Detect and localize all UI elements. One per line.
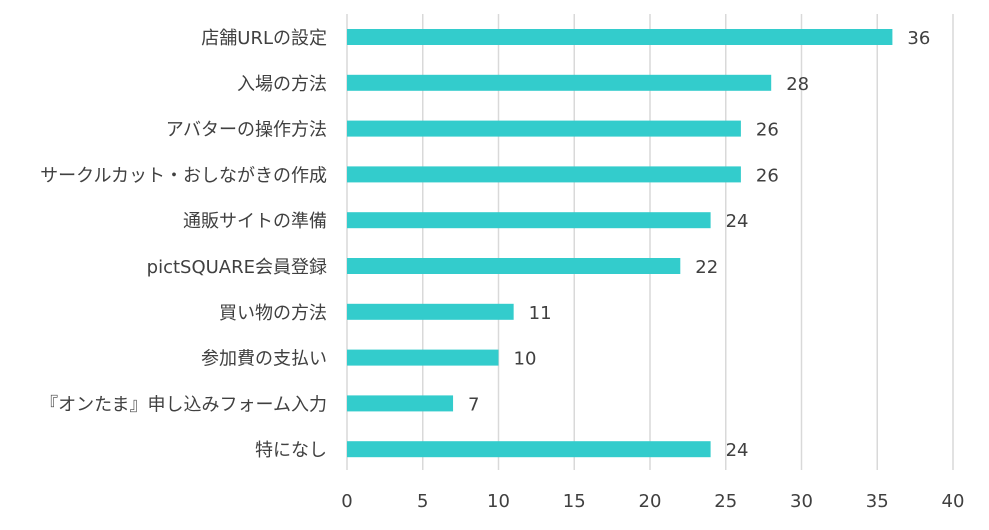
data-label: 26: [756, 165, 779, 186]
category-label: 参加費の支払い: [201, 349, 327, 370]
bar: [347, 29, 893, 45]
x-tick-label: 35: [866, 491, 889, 512]
category-label: pictSQUARE会員登録: [147, 257, 327, 278]
data-label: 24: [726, 440, 749, 461]
bar: [347, 212, 711, 229]
data-label: 26: [756, 120, 779, 141]
data-label: 10: [514, 349, 537, 370]
x-tick-label: 40: [942, 491, 965, 512]
category-label: 店舗URLの設定: [201, 28, 327, 49]
x-tick-label: 5: [417, 491, 428, 512]
bar: [347, 441, 711, 458]
category-label: サークルカット・おしながきの作成: [40, 165, 327, 186]
category-label: 『オンたま』申し込みフォーム入力: [40, 394, 327, 415]
x-tick-label: 15: [563, 491, 586, 512]
category-label: 買い物の方法: [219, 303, 327, 324]
bar: [347, 303, 514, 320]
x-tick-label: 30: [790, 491, 813, 512]
category-label: 入場の方法: [237, 74, 327, 95]
bar: [347, 349, 499, 366]
x-tick-label: 25: [714, 491, 737, 512]
data-label: 7: [468, 394, 479, 415]
bar: [347, 258, 681, 274]
data-label: 11: [529, 303, 552, 324]
category-label: アバターの操作方法: [166, 120, 327, 141]
x-tick-label: 0: [341, 491, 352, 512]
bar: [347, 120, 741, 137]
data-label: 24: [726, 211, 749, 232]
bar: [347, 74, 772, 91]
data-label: 28: [786, 74, 809, 95]
category-label: 特になし: [255, 440, 327, 461]
data-label: 22: [695, 257, 718, 278]
x-tick-label: 10: [487, 491, 510, 512]
x-tick-label: 20: [639, 491, 662, 512]
bar: [347, 395, 454, 412]
bar: [347, 166, 741, 183]
data-label: 36: [907, 28, 930, 49]
category-label: 通販サイトの準備: [183, 211, 327, 232]
